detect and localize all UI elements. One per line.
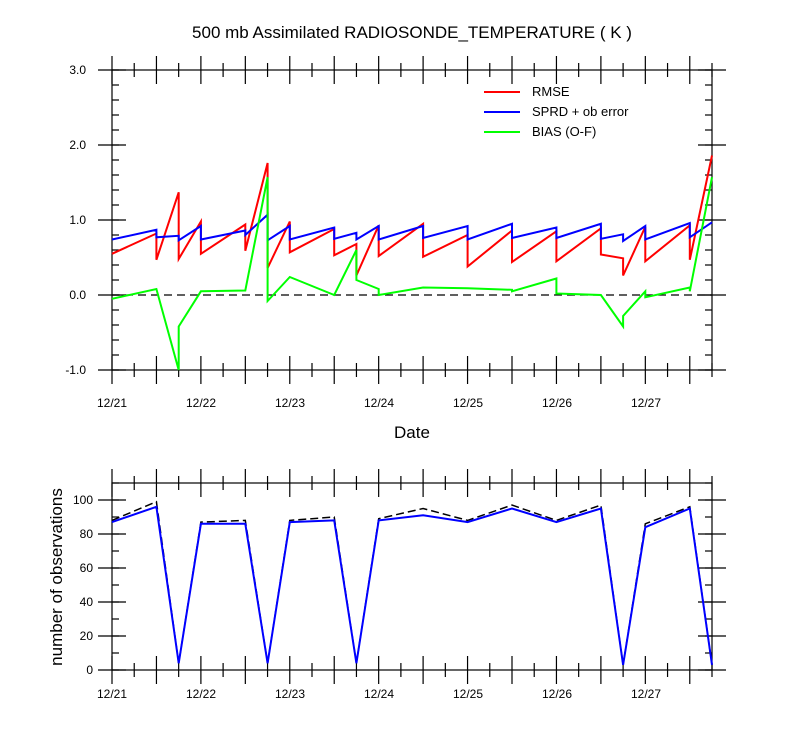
- ytick-label-top: 2.0: [69, 138, 86, 152]
- xtick-label-top: 12/27: [631, 396, 661, 410]
- legend-label-bias: BIAS (O-F): [532, 124, 596, 139]
- xtick-label-top: 12/23: [275, 396, 305, 410]
- xtick-label-top: 12/26: [542, 396, 572, 410]
- xtick-label-bottom: 12/26: [542, 687, 572, 701]
- series-line-rmse: [111, 155, 713, 276]
- xtick-label-bottom: 12/24: [364, 687, 394, 701]
- legend-label-rmse: RMSE: [532, 84, 570, 99]
- bottom-series-group: [111, 500, 713, 666]
- xtick-label-top: 12/22: [186, 396, 216, 410]
- bottom-xtick-labels: 12/21 12/22 12/23 12/24 12/25 12/26 12/2…: [97, 687, 661, 701]
- ytick-label-top: 0.0: [69, 288, 86, 302]
- x-axis-title: Date: [394, 423, 430, 442]
- bottom-panel: 0 20 40 60 80 100 12/21 12/22 12/23 12/2…: [47, 469, 726, 701]
- bottom-ytick-labels: 0 20 40 60 80 100: [73, 493, 93, 677]
- ytick-label-bottom: 80: [80, 527, 94, 541]
- xtick-label-top: 12/25: [453, 396, 483, 410]
- top-axis-ticks: [98, 56, 726, 384]
- series-line-assimilated-observations: [111, 505, 713, 666]
- xtick-label-top: 12/21: [97, 396, 127, 410]
- ytick-label-bottom: 60: [80, 561, 94, 575]
- top-series-group: [111, 155, 713, 371]
- ytick-label-top: 1.0: [69, 213, 86, 227]
- top-panel: -1.0 0.0 1.0 2.0 3.0 12/21 12/22 12/23 1…: [65, 56, 726, 442]
- ytick-label-top: -1.0: [65, 363, 86, 377]
- y-axis-title-bottom: number of observations: [47, 488, 66, 666]
- top-xtick-labels: 12/21 12/22 12/23 12/24 12/25 12/26 12/2…: [97, 396, 661, 410]
- ytick-label-bottom: 40: [80, 595, 94, 609]
- xtick-label-bottom: 12/27: [631, 687, 661, 701]
- xtick-label-bottom: 12/21: [97, 687, 127, 701]
- ytick-label-bottom: 20: [80, 629, 94, 643]
- xtick-label-bottom: 12/22: [186, 687, 216, 701]
- series-line-sprd-ob-error: [111, 212, 713, 243]
- legend: RMSE SPRD + ob error BIAS (O-F): [484, 84, 629, 139]
- xtick-label-top: 12/24: [364, 396, 394, 410]
- ytick-label-bottom: 100: [73, 493, 93, 507]
- ytick-label-top: 3.0: [69, 63, 86, 77]
- xtick-label-bottom: 12/23: [275, 687, 305, 701]
- series-line-possible-observations: [111, 500, 713, 666]
- chart-title: 500 mb Assimilated RADIOSONDE_TEMPERATUR…: [192, 23, 632, 42]
- top-ytick-labels: -1.0 0.0 1.0 2.0 3.0: [65, 63, 86, 377]
- series-line-bias-o-f: [111, 177, 713, 371]
- legend-label-sprd: SPRD + ob error: [532, 104, 629, 119]
- ytick-label-bottom: 0: [86, 663, 93, 677]
- xtick-label-bottom: 12/25: [453, 687, 483, 701]
- bottom-axis-ticks: [98, 469, 726, 684]
- bottom-plot-frame: [111, 482, 713, 671]
